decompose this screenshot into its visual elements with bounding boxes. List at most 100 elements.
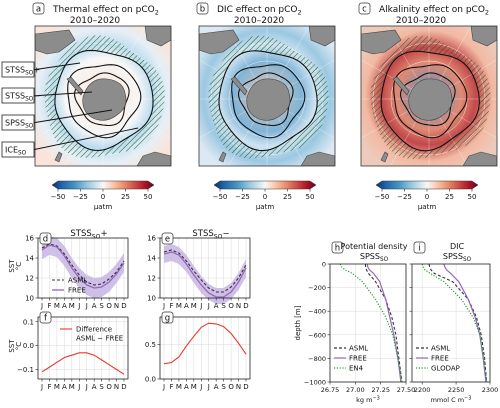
chart-title: STSSSO− xyxy=(192,229,229,240)
front-line xyxy=(218,50,318,152)
x-tick-label: A xyxy=(214,302,219,310)
panel-letter-i: i xyxy=(418,244,420,254)
callout-leader xyxy=(31,127,139,151)
colorbar-tick-label: 50 xyxy=(144,193,153,201)
x-tick-label: 26.75 xyxy=(321,386,340,394)
front-line xyxy=(231,64,306,139)
series-line-difference-asml-free xyxy=(163,322,247,365)
series-line-free xyxy=(366,264,402,383)
x-tick-label: J xyxy=(162,302,165,310)
series-line-free xyxy=(163,251,247,298)
x-tick-label: O xyxy=(228,383,234,391)
series-line-difference-asml-free xyxy=(41,352,125,375)
colorbar-tick-label: −50 xyxy=(51,193,66,201)
x-tick-label: A xyxy=(184,383,189,391)
x-tick-label: J xyxy=(77,383,80,391)
panel-letter-i-box xyxy=(413,241,426,254)
front-line xyxy=(67,64,142,139)
x-tick-label: D xyxy=(243,302,248,310)
x-tick-label: D xyxy=(121,302,126,310)
chart-title: STSSSO+ xyxy=(70,229,107,240)
x-tick-label: A xyxy=(92,383,97,391)
x-tick-label: 27.50 xyxy=(397,386,416,394)
legend-label-difference: Difference xyxy=(76,326,112,334)
x-tick-label: A xyxy=(62,302,67,310)
x-tick-label: J xyxy=(77,302,80,310)
free-uncertainty-band xyxy=(164,244,246,304)
chart-title: DIC xyxy=(450,242,465,251)
x-tick-label: F xyxy=(47,383,51,391)
panel-letter-d-box xyxy=(39,232,52,245)
x-tick-label: O xyxy=(106,383,112,391)
africa-landmass xyxy=(144,26,171,47)
x-tick-label: A xyxy=(62,383,67,391)
colorbar-unit: µatm xyxy=(256,203,274,211)
panel-letter-c-box xyxy=(358,2,371,15)
x-tick-label: A xyxy=(214,383,219,391)
map-content xyxy=(361,26,497,166)
plot-frame xyxy=(37,237,129,299)
map-title: Thermal effect on pCO2 xyxy=(52,5,159,17)
front-line xyxy=(380,50,480,152)
map-frame xyxy=(198,25,336,167)
colorbar-tick-label: 25 xyxy=(121,193,130,201)
y-tick-label: −200 xyxy=(308,284,326,292)
legend-label: FREE xyxy=(349,355,367,363)
map-title: DIC effect on pCO2 xyxy=(217,5,302,17)
y-tick-label: 14 xyxy=(25,255,34,263)
series-line-asml xyxy=(163,249,247,293)
callout-box xyxy=(1,87,35,104)
x-tick-label: 27.25 xyxy=(371,386,390,394)
x-tick-label: M xyxy=(191,383,197,391)
x-tick-label: A xyxy=(184,302,189,310)
legend-label: FREE xyxy=(431,355,449,363)
chart-panel-h: 0 −200 −400 −600 −800 −1000 depth [m] 26.75 27.0… xyxy=(294,241,416,405)
callout-label: STSSSO− xyxy=(5,92,40,103)
y-tick-label: 0 xyxy=(322,261,326,269)
legend-label: GLODAP xyxy=(431,365,460,373)
callout-leader xyxy=(31,91,93,97)
panel-letter-h-box xyxy=(331,241,344,254)
x-tick-label: M xyxy=(191,302,197,310)
y-axis-label: depth [m] xyxy=(294,305,302,340)
colorbar-tick-label: 0 xyxy=(425,193,429,201)
map-content xyxy=(35,26,171,166)
map-subtitle: 2010–2020 xyxy=(396,16,447,26)
y-axis-unit: °C xyxy=(15,342,23,351)
front-line xyxy=(237,72,294,127)
y-tick-label: 0.0 xyxy=(23,342,34,350)
y-tick-label: −0.1 xyxy=(17,366,34,374)
x-tick-label: 2300 xyxy=(482,386,499,394)
australia-landmass xyxy=(136,151,171,166)
series-line-free xyxy=(41,244,125,289)
y-axis-label: SST xyxy=(8,339,16,353)
x-tick-label: N xyxy=(236,302,241,310)
x-tick-label: F xyxy=(169,383,173,391)
x-axis-label: kg m−3 xyxy=(356,396,380,405)
y-tick-label: −800 xyxy=(308,355,326,363)
callout-box xyxy=(1,114,35,131)
colorbar-unit: µatm xyxy=(94,203,112,211)
y-axis-label: SST xyxy=(8,259,16,273)
callout-leader xyxy=(31,62,81,71)
x-tick-label: S xyxy=(221,302,226,310)
chart-subtitle: SPSSSO xyxy=(443,252,472,263)
colorbars: −50 −25 0 25 50 µatm −50 −25 0 25 50 µatm −50 −25 0 25 5… xyxy=(51,180,479,211)
callout-label: ICESO xyxy=(5,146,27,157)
y-tick-label: 16 xyxy=(147,235,156,243)
map-content xyxy=(199,26,335,166)
callout-leader xyxy=(31,109,113,124)
panel-letter-e-box xyxy=(161,232,174,245)
colorbar-tick-label: −50 xyxy=(375,193,390,201)
panel-letter-a-box xyxy=(32,2,45,15)
x-tick-label: J xyxy=(40,383,43,391)
y-tick-label: −1000 xyxy=(304,379,326,387)
front-line xyxy=(73,72,130,127)
colorbar: −50 −25 0 25 50 µatm xyxy=(213,180,317,211)
series-line-asml xyxy=(41,243,125,286)
x-tick-label: 2200 xyxy=(414,386,431,394)
colorbar-tick-label: 25 xyxy=(283,193,292,201)
